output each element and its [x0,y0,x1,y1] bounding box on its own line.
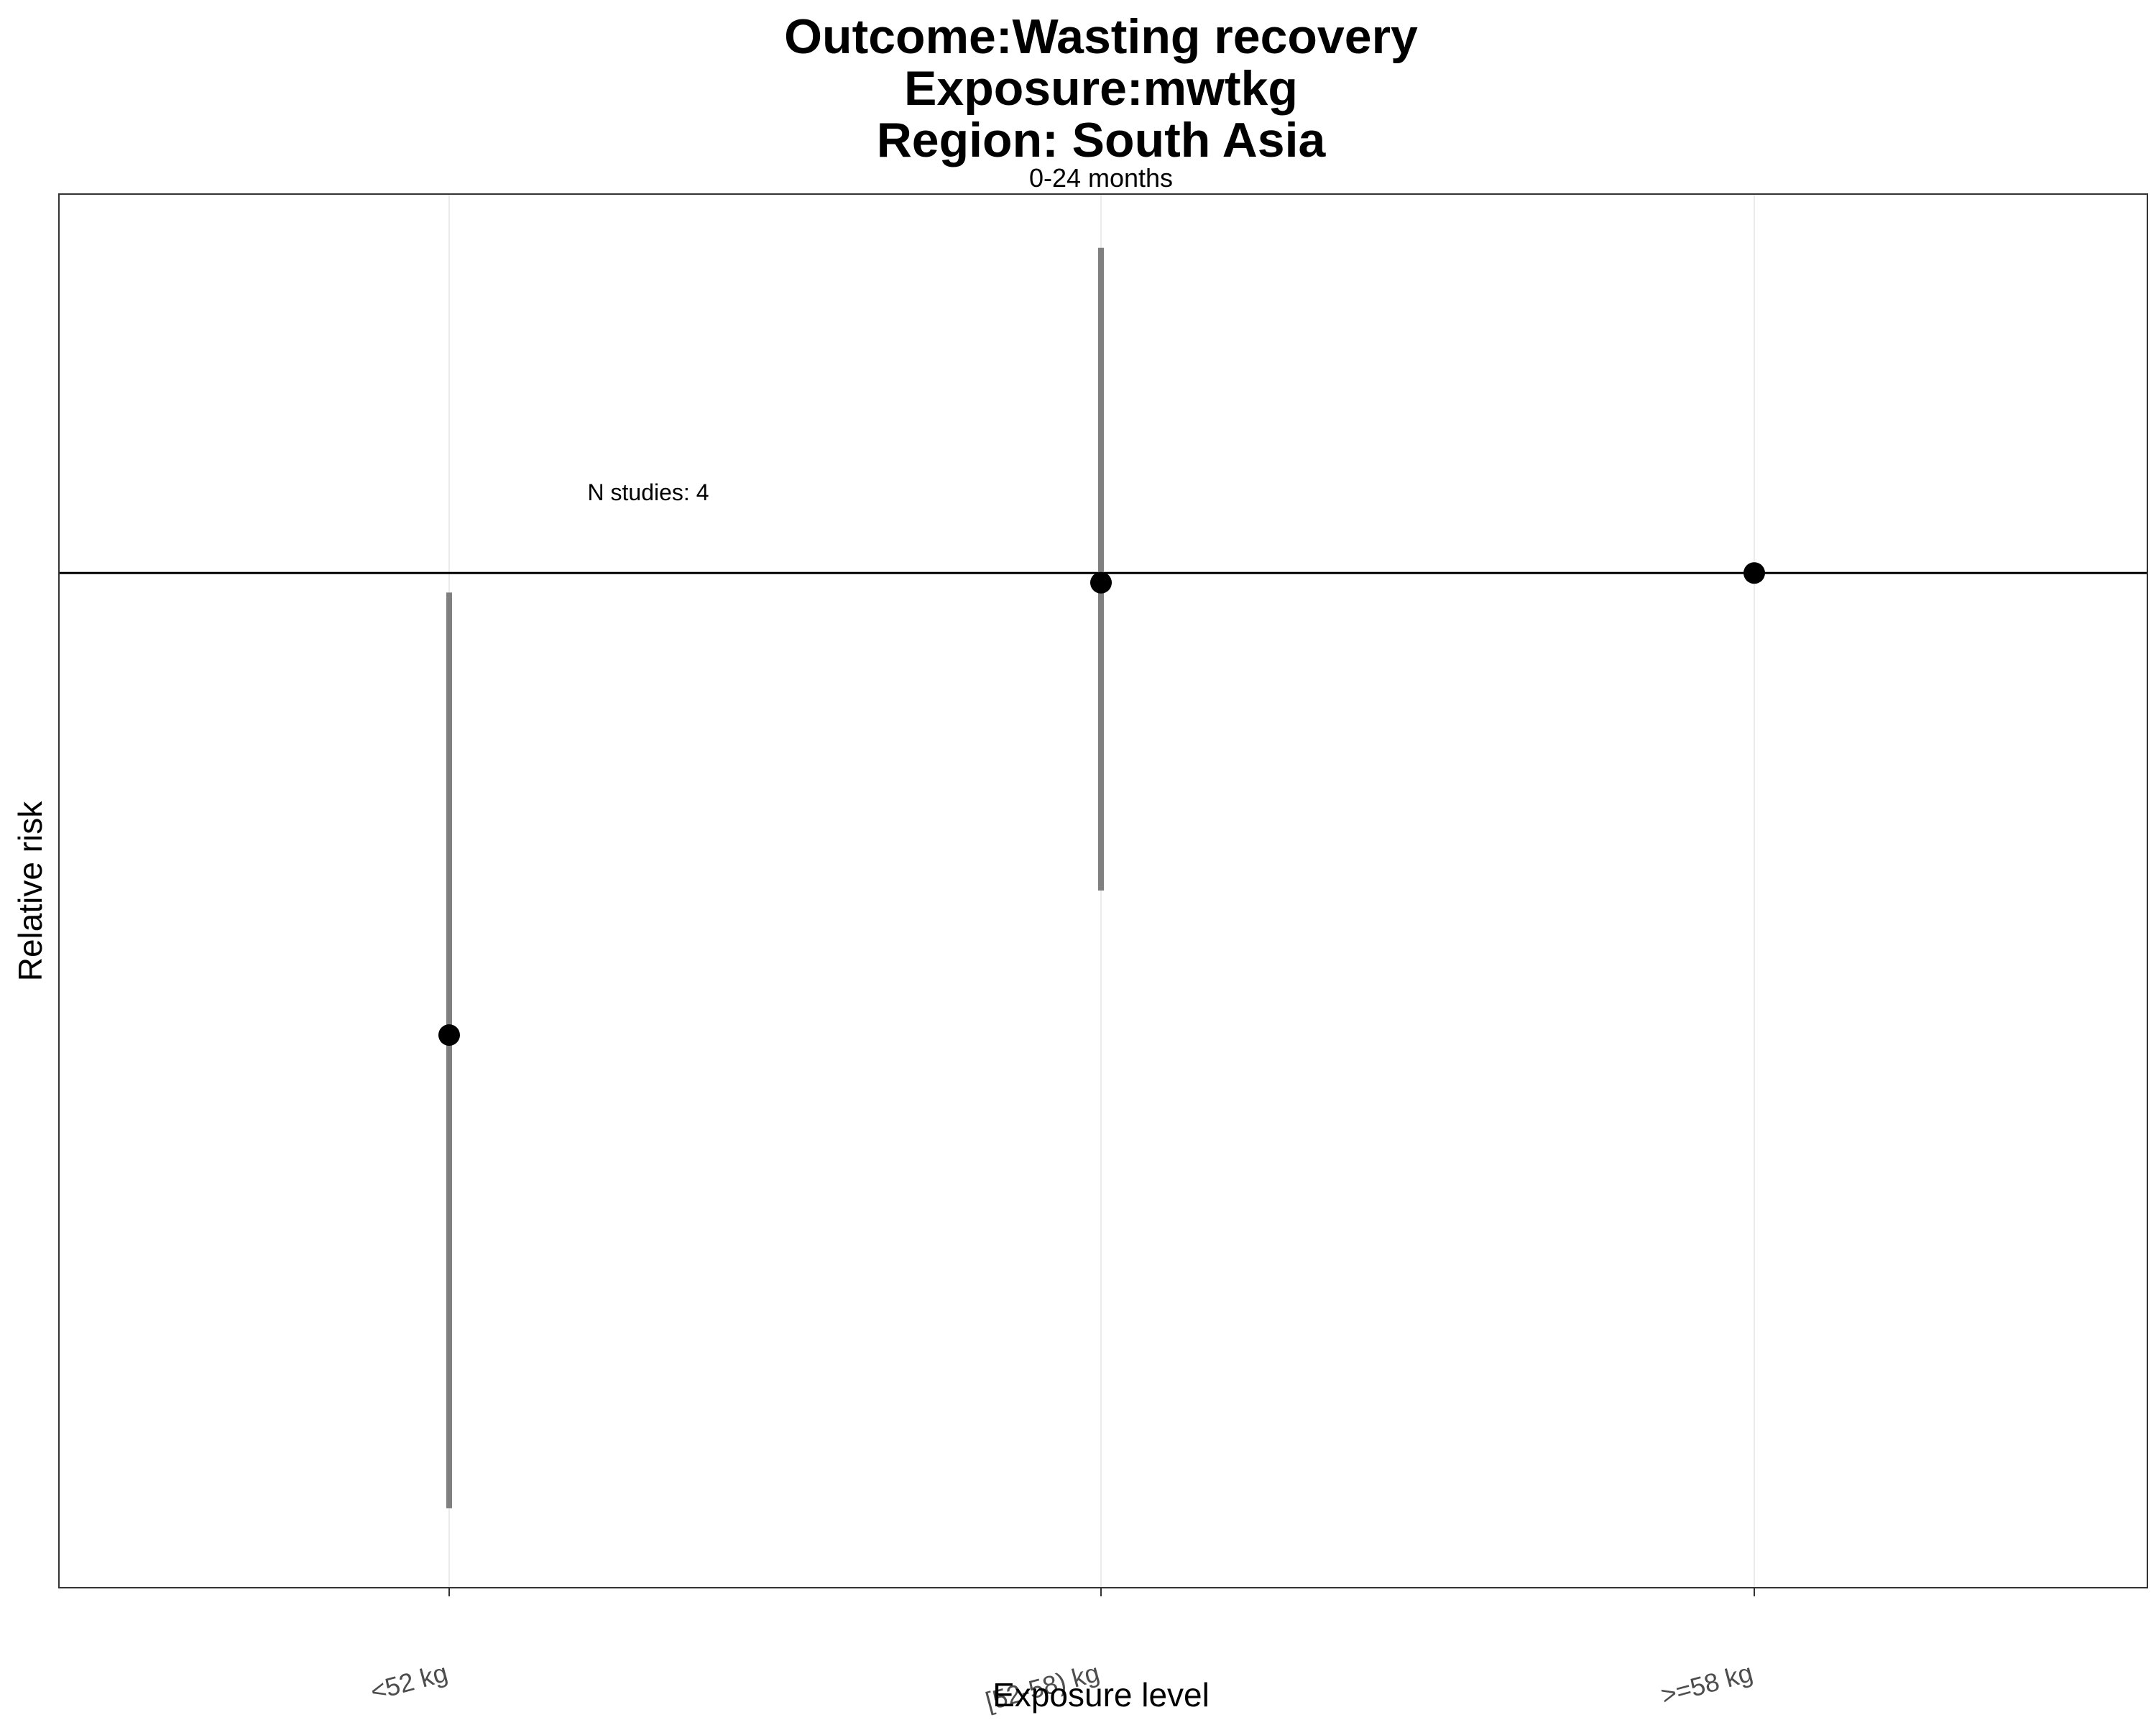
x-axis-ticks [448,1588,1755,1596]
chart-title-line-3: Region: South Asia [877,113,1327,167]
x-tick-label-0: <52 kg [367,1657,451,1706]
point-estimates [438,562,1765,1046]
chart-title-line-1: Outcome:Wasting recovery [784,9,1418,64]
x-axis-title: Exposure level [992,1676,1210,1714]
n-studies-annotation: N studies: 4 [588,479,709,505]
point-1 [1090,571,1112,594]
point-0 [438,1024,460,1046]
panel-border [58,193,2148,1588]
y-axis-title: Relative risk [11,801,49,982]
chart-title-line-2: Exposure:mwtkg [904,61,1298,116]
point-2 [1743,562,1765,584]
confidence-intervals [446,247,1104,1509]
facet-label: 0-24 months [1029,163,1173,193]
x-tick-label-2: >=58 kg [1658,1657,1756,1710]
